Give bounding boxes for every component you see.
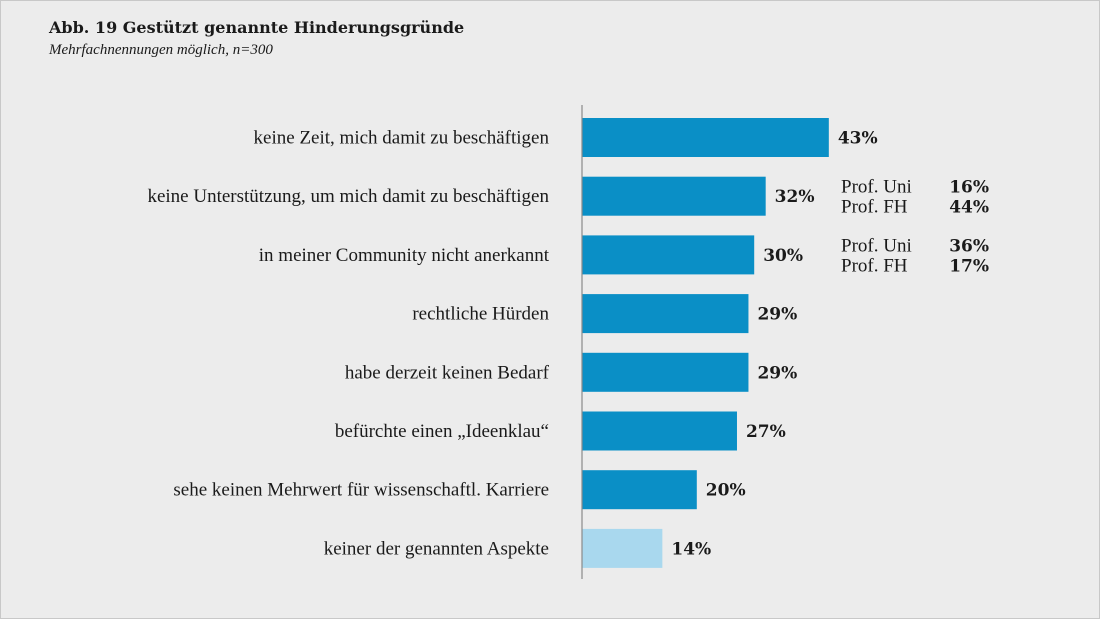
category-label-1: keine Zeit, mich damit zu beschäftigen xyxy=(254,128,550,149)
bar-3 xyxy=(582,235,755,275)
value-label-4: 29% xyxy=(757,305,797,325)
category-label-8: keiner der genannten Aspekte xyxy=(324,538,549,559)
annotation-1-label-2: Prof. FH xyxy=(841,197,908,218)
category-label-3: in meiner Community nicht anerkannt xyxy=(259,245,550,266)
chart-title: Abb. 19 Gestützt genannte Hinderungsgrün… xyxy=(49,18,465,37)
chart-subtitle: Mehrfachnennungen möglich, n=300 xyxy=(49,42,273,58)
bar-7 xyxy=(582,470,697,510)
bar-1 xyxy=(582,118,829,157)
annotation-2-label-1: Prof. Uni xyxy=(841,235,912,256)
value-label-2: 32% xyxy=(775,187,815,207)
bar-8 xyxy=(582,528,663,568)
annotation-2-value-2: 17% xyxy=(949,256,989,276)
bar-6 xyxy=(582,411,737,451)
bar-2 xyxy=(582,176,766,216)
annotation-1-value-2: 44% xyxy=(949,198,989,218)
value-label-1: 43% xyxy=(838,129,878,149)
annotation-2-value-1: 36% xyxy=(949,236,989,256)
category-label-5: habe derzeit keinen Bedarf xyxy=(345,362,550,383)
category-label-7: sehe keinen Mehrwert für wissenschaftl. … xyxy=(173,480,549,501)
annotation-1-value-1: 16% xyxy=(949,178,989,198)
value-label-7: 20% xyxy=(706,481,746,501)
category-label-2: keine Unterstützung, um mich damit zu be… xyxy=(147,186,549,207)
category-label-6: befürchte einen „Ideenklau“ xyxy=(335,421,549,442)
annotation-1-label-1: Prof. Uni xyxy=(841,177,912,198)
value-label-8: 14% xyxy=(671,539,711,559)
annotation-2-label-2: Prof. FH xyxy=(841,255,908,276)
bar-4 xyxy=(582,294,749,334)
value-label-3: 30% xyxy=(763,246,803,266)
value-label-6: 27% xyxy=(746,422,786,442)
bar-5 xyxy=(582,352,749,392)
category-label-4: rechtliche Hürden xyxy=(412,304,549,325)
value-label-5: 29% xyxy=(757,363,797,383)
